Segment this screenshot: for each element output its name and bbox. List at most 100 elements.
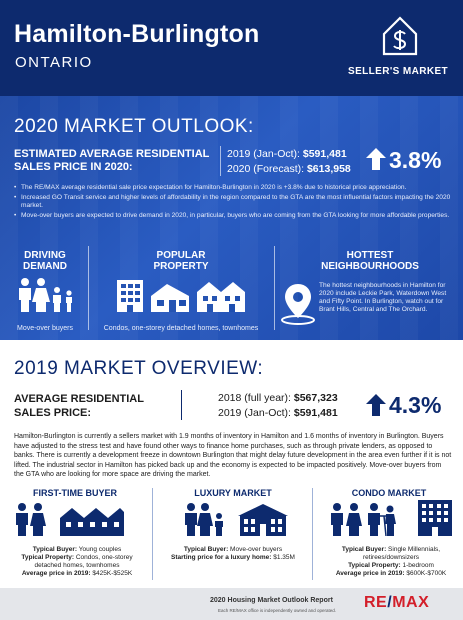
popular-title-line1: POPULAR [156, 250, 206, 261]
driving-title-line1: DRIVING [24, 250, 66, 261]
typical-buyer-label: Typical Buyer: [32, 546, 78, 553]
outlook-label-line1: ESTIMATED AVERAGE RESIDENTIAL [14, 148, 210, 160]
header: Hamilton-Burlington ONTARIO SELLER'S MAR… [0, 0, 463, 96]
typical-property-value: Condos, one-storey detached homes, townh… [34, 554, 133, 569]
hottest-title-line1: HOTTEST [346, 250, 394, 261]
price-value: $591,481 [293, 407, 338, 419]
footer-title: 2020 Housing Market Outlook Report [210, 597, 333, 604]
list-item: Increased GO Transit service and higher … [14, 194, 454, 210]
price-value: $613,958 [306, 163, 351, 175]
typical-buyer-value: Move-over buyers [230, 546, 283, 553]
map-pin-icon [281, 284, 315, 325]
page-subtitle: ONTARIO [15, 54, 93, 71]
overview-change: 4.3% [389, 392, 442, 418]
typical-buyer-label: Typical Buyer: [341, 546, 387, 553]
starting-price: Starting price for a luxury home: $1.35M [164, 554, 302, 562]
divider [274, 246, 275, 330]
hottest-text: The hottest neighbourhoods in Hamilton f… [319, 282, 447, 313]
logo-max: MAX [392, 594, 430, 611]
overview-paragraph: Hamilton-Burlington is currently a selle… [14, 433, 452, 478]
typical-property-value: 1-bedroom [402, 562, 434, 569]
logo-re: RE [364, 594, 388, 611]
buildings-icon [117, 280, 245, 312]
outlook-title: 2020 MARKET OUTLOOK: [14, 116, 254, 137]
condo-building-icon [418, 500, 452, 536]
price-label: 2019 (Jan-Oct): [227, 148, 300, 160]
overview-label-line2: SALES PRICE: [14, 407, 92, 419]
family-icon [19, 278, 72, 312]
average-price-value: $600K-$700K [406, 570, 447, 577]
popular-title-line2: PROPERTY [153, 261, 209, 272]
outlook-price-row-1: 2019 (Jan-Oct): $591,481 [227, 147, 351, 162]
driving-title: DRIVING DEMAND [6, 250, 84, 272]
outlook-price-label: ESTIMATED AVERAGE RESIDENTIAL SALES PRIC… [14, 148, 214, 174]
price-label: 2019 (Jan-Oct): [218, 407, 291, 419]
arrow-up-icon [366, 394, 386, 416]
divider [88, 246, 89, 330]
footer-note: Each RE/MAX office is independently owne… [218, 608, 336, 613]
outlook-prices: 2019 (Jan-Oct): $591,481 2020 (Forecast)… [227, 147, 351, 177]
people-icon [331, 503, 396, 536]
overview-title: 2019 MARKET OVERVIEW: [14, 358, 264, 379]
starting-price-value: $1.35M [273, 554, 295, 561]
overview-price-label: AVERAGE RESIDENTIAL SALES PRICE: [14, 392, 144, 420]
typical-buyer-value: Single Millennials, retirees/downsizers [363, 546, 441, 561]
price-value: $591,481 [302, 148, 347, 160]
hottest-title-line2: NEIGHBOURHOODS [321, 261, 419, 272]
typical-property: Typical Property: 1-bedroom [322, 562, 460, 570]
starting-price-label: Starting price for a luxury home: [171, 554, 272, 561]
townhomes-icon [60, 508, 124, 536]
list-item: The RE/MAX average residential sale pric… [14, 184, 454, 192]
condo-market-details: Typical Buyer: Single Millennials, retir… [322, 546, 460, 578]
sellers-market-badge: SELLER'S MARKET [348, 66, 449, 77]
outlook-label-line2: SALES PRICE IN 2020: [14, 161, 133, 173]
popular-property: POPULAR PROPERTY Condos, one-storey deta… [92, 250, 270, 332]
outlook-change: 3.8% [389, 147, 442, 173]
footer: 2020 Housing Market Outlook Report Each … [0, 588, 463, 620]
price-value: $567,323 [293, 392, 338, 404]
popular-title: POPULAR PROPERTY [92, 250, 270, 272]
typical-buyer: Typical Buyer: Young couples [10, 546, 144, 554]
outlook-section: 2020 MARKET OUTLOOK: ESTIMATED AVERAGE R… [0, 96, 463, 340]
outlook-bullets: The RE/MAX average residential sale pric… [14, 184, 454, 222]
logo-slash: / [387, 594, 393, 611]
typical-property: Typical Property: Condos, one-storey det… [10, 554, 144, 570]
divider [312, 488, 313, 580]
divider [181, 390, 182, 420]
price-label: 2020 (Forecast): [227, 163, 305, 175]
house-dollar-icon [382, 16, 418, 56]
typical-buyer-value: Young couples [78, 546, 122, 553]
typical-buyer: Typical Buyer: Single Millennials, retir… [322, 546, 460, 562]
driving-caption: Move-over buyers [16, 325, 74, 332]
driving-demand: DRIVING DEMAND Move-over buyers [6, 250, 84, 332]
typical-property-label: Typical Property: [348, 562, 401, 569]
average-price: Average price in 2019: $425K-$525K [10, 570, 144, 578]
typical-property-label: Typical Property: [21, 554, 75, 561]
driving-title-line2: DEMAND [23, 261, 67, 272]
typical-buyer: Typical Buyer: Move-over buyers [164, 546, 302, 554]
average-price: Average price in 2019: $600K-$700K [322, 570, 460, 578]
average-price-label: Average price in 2019: [335, 570, 405, 577]
first-time-buyer-title: FIRST-TIME BUYER [32, 488, 117, 498]
family-icon [185, 503, 223, 536]
overview-label-line1: AVERAGE RESIDENTIAL [14, 393, 144, 405]
price-label: 2018 (full year): [218, 392, 291, 404]
luxury-market-title: LUXURY MARKET [194, 488, 272, 498]
overview-section: 2019 MARKET OVERVIEW: AVERAGE RESIDENTIA… [0, 340, 463, 588]
hottest-title: HOTTEST NEIGHBOURHOODS [290, 250, 450, 272]
typical-buyer-label: Typical Buyer: [183, 546, 229, 553]
average-price-label: Average price in 2019: [21, 570, 91, 577]
outlook-price-row-2: 2020 (Forecast): $613,958 [227, 162, 351, 177]
couple-icon [16, 503, 46, 536]
divider [152, 488, 153, 580]
divider [220, 146, 221, 176]
condo-market-title: CONDO MARKET [351, 488, 427, 498]
overview-price-row-2: 2019 (Jan-Oct): $591,481 [218, 406, 338, 421]
overview-price-row-1: 2018 (full year): $567,323 [218, 391, 338, 406]
arrow-up-icon [366, 148, 386, 170]
luxury-market-details: Typical Buyer: Move-over buyers Starting… [164, 546, 302, 562]
list-item: Move-over buyers are expected to drive d… [14, 212, 454, 220]
popular-caption: Condos, one-storey detached homes, townh… [103, 325, 259, 332]
average-price-value: $425K-$525K [92, 570, 133, 577]
mansion-icon [238, 504, 288, 536]
